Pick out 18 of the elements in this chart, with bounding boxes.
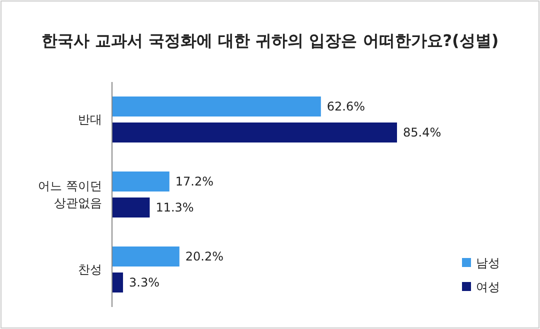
y-tick-label: 찬성 (78, 262, 102, 276)
chart-title: 한국사 교과서 국정화에 대한 귀하의 입장은 어떠한가요?(성별) (41, 31, 499, 50)
bar (112, 96, 321, 116)
data-label: 3.3% (129, 276, 160, 290)
data-label: 20.2% (185, 250, 224, 264)
bar (112, 122, 397, 142)
y-tick-label: 어느 쪽이던 상관없음 (38, 179, 102, 210)
bar (112, 198, 150, 218)
data-label: 17.2% (175, 174, 214, 188)
bar (112, 172, 170, 192)
y-tick-label: 반대 (78, 112, 102, 126)
legend-label: 남성 (476, 256, 500, 270)
bar (112, 246, 180, 266)
data-label: 11.3% (156, 200, 194, 214)
data-label: 85.4% (403, 126, 442, 140)
data-label: 62.6% (326, 100, 366, 114)
legend-label: 여성 (476, 280, 500, 294)
bar (112, 272, 124, 292)
